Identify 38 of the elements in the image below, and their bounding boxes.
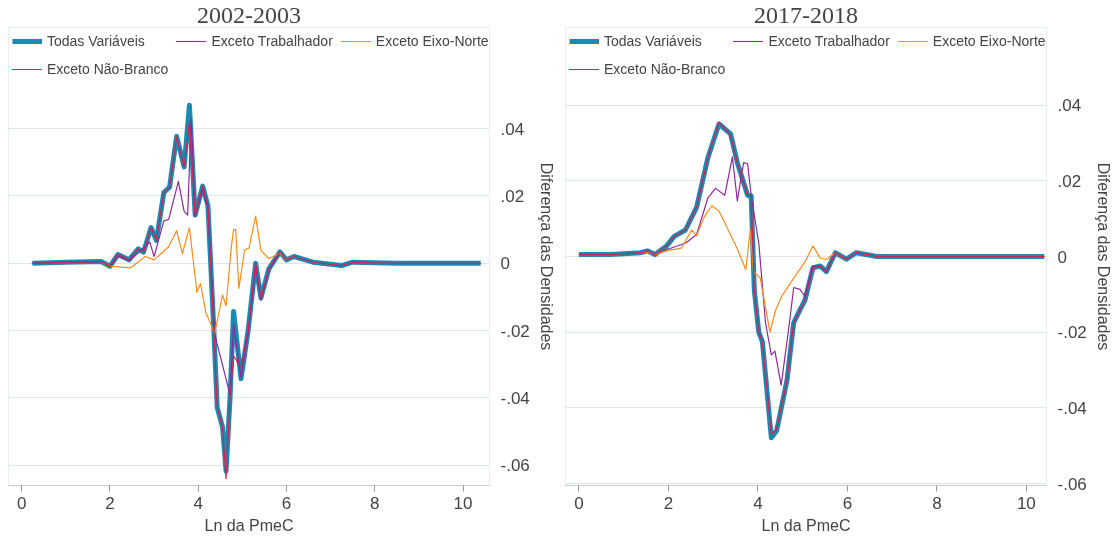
y-tick-label: -.06	[1057, 474, 1087, 494]
x-tick-label: 4	[753, 493, 763, 513]
y-axis-title: Diferença das Densidades	[537, 162, 555, 351]
x-tick-label: 4	[193, 493, 203, 513]
y-tick-label: .04	[1057, 96, 1082, 116]
x-tick-label: 10	[453, 493, 473, 513]
x-tick-label: 2	[663, 493, 674, 513]
y-tick-label: 0	[1057, 247, 1067, 267]
legend-label: Exceto Trabalhador	[768, 33, 890, 49]
y-axis-title: Diferença das Densidades	[1094, 162, 1112, 351]
x-tick-label: 0	[574, 493, 584, 513]
chart-title: 2002-2003	[197, 1, 301, 28]
x-tick-label: 2	[105, 493, 115, 513]
x-tick-label: 6	[842, 493, 853, 513]
y-tick-label: -.02	[500, 321, 530, 341]
legend-label: Exceto Eixo-Norte	[375, 33, 489, 49]
y-tick-label: .02	[500, 186, 525, 206]
y-tick-label: .04	[500, 119, 525, 139]
legend-label: Exceto Trabalhador	[211, 33, 333, 49]
legend-label: Exceto Eixo-Norte	[932, 33, 1046, 49]
x-tick-label: 0	[17, 493, 27, 513]
y-tick-label: 0	[500, 254, 510, 274]
x-axis-title: Ln da PmeC	[204, 516, 294, 534]
y-tick-label: -.06	[500, 456, 530, 476]
x-tick-label: 8	[932, 493, 942, 513]
x-axis-title: Ln da PmeC	[761, 516, 851, 534]
x-tick-label: 8	[370, 493, 380, 513]
y-tick-label: -.02	[1057, 323, 1087, 343]
y-tick-label: -.04	[1057, 398, 1087, 418]
legend-label: Todas Variáveis	[604, 33, 702, 49]
chart-title: 2017-2018	[754, 1, 858, 28]
y-tick-label: .02	[1057, 171, 1082, 191]
y-tick-label: -.04	[500, 388, 530, 408]
x-tick-label: 6	[281, 493, 292, 513]
legend-label: Exceto Não-Branco	[604, 61, 726, 77]
legend-label: Exceto Não-Branco	[47, 61, 169, 77]
x-tick-label: 10	[1016, 493, 1036, 513]
legend-label: Todas Variáveis	[47, 33, 145, 49]
